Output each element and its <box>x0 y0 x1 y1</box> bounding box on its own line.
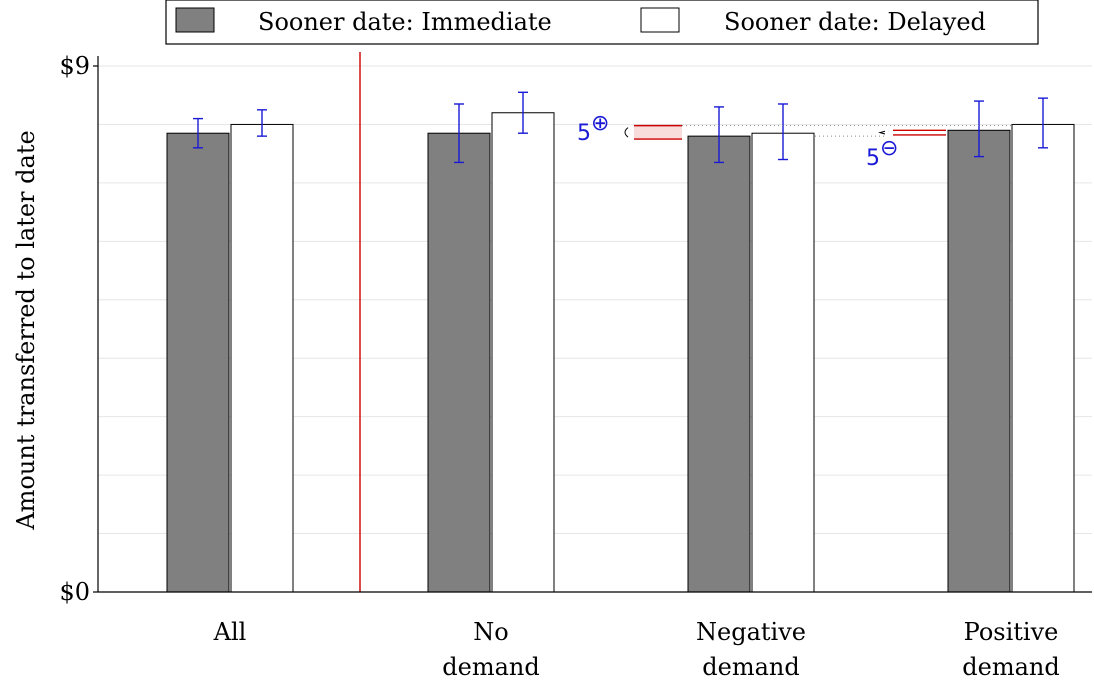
category-label: Positive <box>964 618 1059 646</box>
annotation-positive-sup: ⊕ <box>591 111 609 136</box>
legend-label-delayed: Sooner date: Delayed <box>724 8 986 36</box>
legend-swatch-immediate <box>175 7 215 33</box>
legend-swatch-delayed <box>640 7 680 33</box>
category-label: No <box>473 618 508 646</box>
category-label: Negative <box>696 618 806 646</box>
category-label: demand <box>442 653 539 681</box>
annotations: 5 ⊕5 ⊖ <box>577 111 1011 171</box>
category-label: All <box>213 618 247 646</box>
y-axis-label: Amount transferred to later date <box>12 130 40 530</box>
annotation-brace <box>624 127 629 138</box>
y-tick-label: $9 <box>59 52 90 80</box>
legend-label-immediate: Sooner date: Immediate <box>258 8 552 36</box>
legend-box <box>165 0 1039 45</box>
annotation-band <box>634 125 682 140</box>
bar <box>687 135 751 593</box>
category-label: demand <box>702 653 799 681</box>
bar <box>166 132 230 593</box>
annotation-arrow <box>878 130 886 135</box>
bar <box>1011 123 1075 593</box>
legend: Sooner date: Immediate Sooner date: Delay… <box>165 0 1039 45</box>
error-bars <box>193 91 1048 164</box>
annotation-negative: 5 <box>866 146 880 171</box>
axes: $0 $9 All No demand Negative demand Positive dem… <box>59 52 1092 681</box>
bars <box>166 112 1075 593</box>
category-label: demand <box>962 653 1059 681</box>
bar <box>427 132 491 593</box>
bar <box>491 112 555 593</box>
annotation-negative-sup: ⊖ <box>880 136 898 161</box>
bar <box>751 132 815 593</box>
bar <box>230 123 294 593</box>
bar <box>947 129 1011 593</box>
y-tick-label: $0 <box>59 578 90 606</box>
annotation-positive: 5 <box>577 121 591 146</box>
